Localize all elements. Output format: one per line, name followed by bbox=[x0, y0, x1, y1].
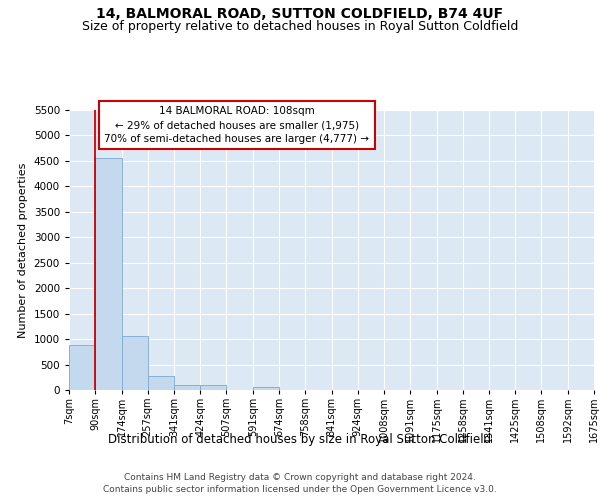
Text: Contains HM Land Registry data © Crown copyright and database right 2024.: Contains HM Land Registry data © Crown c… bbox=[124, 472, 476, 482]
Bar bbox=[174, 386, 200, 390]
Bar bbox=[148, 376, 174, 390]
Text: 14, BALMORAL ROAD, SUTTON COLDFIELD, B74 4UF: 14, BALMORAL ROAD, SUTTON COLDFIELD, B74… bbox=[97, 8, 503, 22]
Text: Size of property relative to detached houses in Royal Sutton Coldfield: Size of property relative to detached ho… bbox=[82, 20, 518, 33]
Bar bbox=[69, 345, 95, 390]
Bar bbox=[200, 386, 226, 390]
Y-axis label: Number of detached properties: Number of detached properties bbox=[18, 162, 28, 338]
Text: Distribution of detached houses by size in Royal Sutton Coldfield: Distribution of detached houses by size … bbox=[109, 432, 491, 446]
Text: Contains public sector information licensed under the Open Government Licence v3: Contains public sector information licen… bbox=[103, 485, 497, 494]
Bar bbox=[95, 158, 122, 390]
Text: 14 BALMORAL ROAD: 108sqm
← 29% of detached houses are smaller (1,975)
70% of sem: 14 BALMORAL ROAD: 108sqm ← 29% of detach… bbox=[104, 106, 370, 144]
Bar bbox=[253, 387, 279, 390]
Bar bbox=[122, 336, 148, 390]
